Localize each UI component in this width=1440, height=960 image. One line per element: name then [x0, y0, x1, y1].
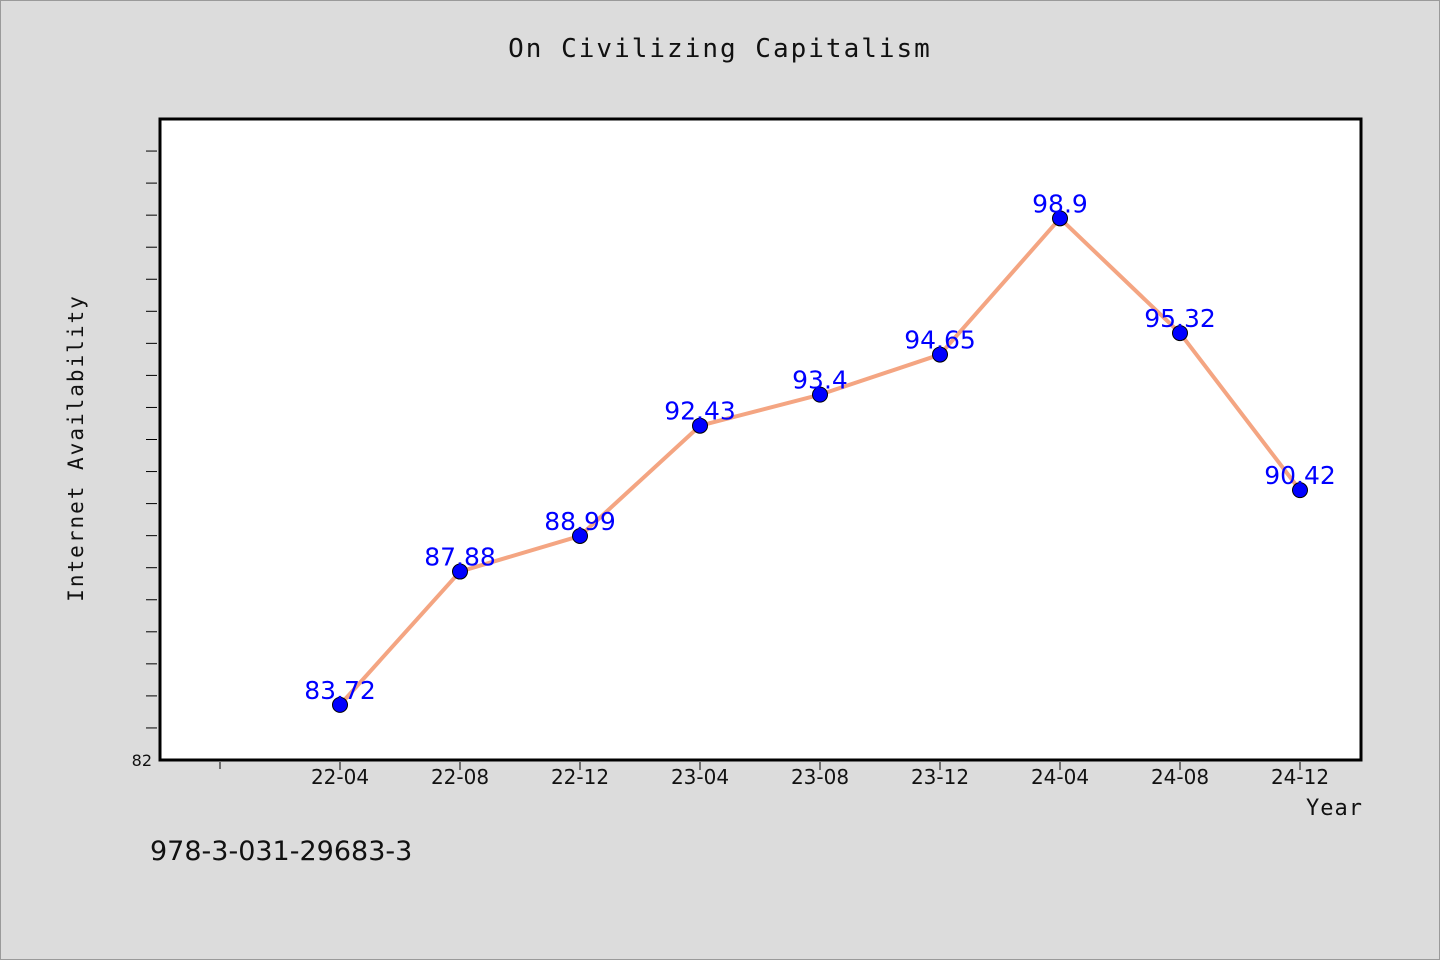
x-tick-label: 24-12	[1271, 765, 1329, 789]
x-tick-label: 24-04	[1031, 765, 1089, 789]
isbn-text: 978-3-031-29683-3	[150, 836, 413, 867]
data-point	[572, 527, 588, 544]
x-tick-label: 23-12	[911, 765, 969, 789]
data-point	[1292, 482, 1308, 499]
x-tick-label: 22-08	[431, 765, 489, 789]
data-labels: 83.72 87.88 88.99 92.43 93.4 94.65 98.9 95.32 90…	[304, 189, 1336, 705]
data-label: 98.9	[1032, 189, 1088, 218]
x-tick-label: 23-04	[671, 765, 729, 789]
x-tick-label: 22-12	[551, 765, 609, 789]
data-label: 95.32	[1144, 304, 1216, 333]
data-point	[692, 417, 708, 434]
data-label: 83.72	[304, 676, 376, 705]
x-tick-label: 22-04	[311, 765, 369, 789]
chart-title: On Civilizing Capitalism	[508, 34, 932, 64]
data-label: 88.99	[544, 507, 616, 536]
x-tick-label: 24-08	[1151, 765, 1209, 789]
data-label: 90.42	[1264, 461, 1336, 490]
plot-area	[158, 117, 1363, 762]
y-axis-ticks: 82	[132, 150, 157, 770]
data-label: 92.43	[664, 397, 736, 426]
data-point	[332, 696, 348, 713]
data-point	[1052, 210, 1068, 227]
data-point	[452, 563, 468, 580]
data-label: 87.88	[424, 543, 496, 572]
data-label: 94.65	[904, 326, 976, 355]
data-label: 93.4	[792, 366, 848, 395]
data-point	[812, 386, 828, 403]
data-markers	[332, 210, 1308, 713]
data-point	[1172, 325, 1188, 342]
x-axis-ticks: 22-04 22-08 22-12 23-04 23-08 23-12 24-04 24-08…	[219, 762, 1329, 789]
x-axis-label: Year	[1306, 796, 1363, 821]
data-point	[932, 346, 948, 363]
x-tick-label: 23-08	[791, 765, 849, 789]
y-tick-label: 82	[132, 751, 152, 770]
